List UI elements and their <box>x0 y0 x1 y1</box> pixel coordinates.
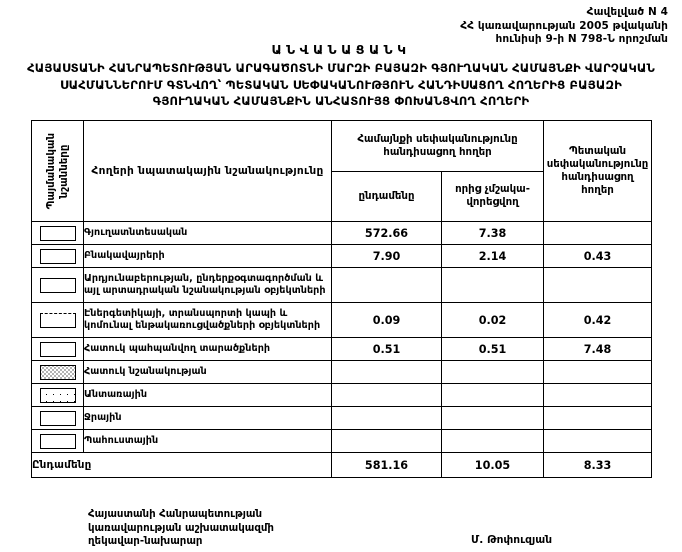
decision-line-1: ՀՀ կառավարության 2005 թվականի <box>460 19 668 32</box>
subtitle-line-2: ՍԱՀՄԱՆՆԵՐՈՒՄ ԳՏՆՎՈՂ՝ ՊԵՏԱԿԱՆ ՍԵՓԱԿԱՆՈՒԹՅ… <box>60 77 622 92</box>
table-row: Գյուղատնտեսական 572.66 7.38 <box>31 221 652 245</box>
column-header-community-total: ընդամենը <box>331 170 442 222</box>
total-community-unused: 10.05 <box>441 452 544 478</box>
row-community-unused-cell <box>441 360 544 384</box>
row-name-cell: Էներգետիկայի, տրանսպորտի կապի և կոմունալ… <box>83 302 332 338</box>
table-footer: Ընդամենը 581.16 10.05 8.33 <box>31 452 652 478</box>
row-name-cell: Հատուկ պահպանվող տարածքների <box>83 337 332 361</box>
row-community-unused-cell: 0.02 <box>441 302 544 338</box>
row-name-cell: Պահուստային <box>83 429 332 453</box>
legend-symbol-cell <box>31 244 84 268</box>
row-community-unused-cell: 2.14 <box>441 244 544 268</box>
annex-number: Հավելված N 4 <box>586 6 668 18</box>
legend-symbol-cell <box>31 429 84 453</box>
signature-block: Հայաստանի Հանրապետության կառավարության ա… <box>88 508 648 549</box>
signatory-name: Մ. Թոփուզյան <box>471 534 552 546</box>
row-community-unused-cell: 7.38 <box>441 221 544 245</box>
legend-symbol-cell <box>31 406 84 430</box>
row-name-cell: Հատուկ նշանակության <box>83 360 332 384</box>
total-state: 8.33 <box>543 452 652 478</box>
column-header-community-group: Համայնքի սեփականությունը հանդիսացող հողե… <box>331 120 544 172</box>
row-state-cell: 7.48 <box>543 337 652 361</box>
legend-swatch-icon <box>39 248 76 264</box>
table-body: Գյուղատնտեսական 572.66 7.38 Բնակավայրերի 7.9… <box>31 221 652 453</box>
subtitle-line-1: ՀԱՅԱՍՏԱՆԻ ՀԱՆՐԱՊԵՏՈՒԹՅԱՆ ԱՐԱԳԱԾՈՏՆԻ ՄԱՐԶ… <box>27 61 655 75</box>
table-row: Ջրային <box>31 406 652 430</box>
column-header-community-unused: որից չմշակա- վորեցվող <box>441 170 544 222</box>
row-community-unused-cell <box>441 406 544 430</box>
legend-symbol-cell <box>31 267 84 303</box>
table-header-row-1: Պայմանական նշանները Հողերի նպատակային նշ… <box>31 120 652 222</box>
row-state-cell <box>543 221 652 245</box>
row-community-total-cell: 0.09 <box>331 302 442 338</box>
legend-swatch-icon <box>39 364 76 380</box>
legend-swatch-icon <box>39 387 76 403</box>
legend-symbol-cell <box>31 302 84 338</box>
land-allocation-table: Պայմանական նշանները Հողերի նպատակային նշ… <box>31 120 652 478</box>
table-header-row-2: ընդամենը որից չմշակա- վորեցվող <box>32 170 652 222</box>
row-community-total-cell: 0.51 <box>331 337 442 361</box>
row-name-cell: Անտառային <box>83 383 332 407</box>
signatory-office: Հայաստանի Հանրապետության կառավարության ա… <box>88 508 274 549</box>
column-header-symbols-label: Պայմանական նշանները <box>45 132 70 210</box>
table-header: Պայմանական նշանները Հողերի նպատակային նշ… <box>31 120 652 222</box>
row-state-cell <box>543 383 652 407</box>
page-title: ԱՆՎԱՆԱՑԱՆԿ <box>271 42 411 57</box>
subtitle-line-3: ԳՅՈՒՂԱԿԱՆ ՀԱՄԱՅՆՔԻՆ ԱՆՀԱՏՈՒՅՑ ՓՈԽԱՆՑՎՈՂ … <box>152 94 530 108</box>
legend-swatch-icon <box>39 312 76 328</box>
legend-swatch-icon <box>39 341 76 357</box>
legend-symbol-cell <box>31 383 84 407</box>
row-state-cell <box>543 360 652 384</box>
legend-swatch-icon <box>39 410 76 426</box>
column-header-state: Պետական սեփականությունը հանդիսացող հողեր <box>543 120 652 222</box>
table-row: Պահուստային <box>31 429 652 453</box>
row-state-cell: 0.42 <box>543 302 652 338</box>
table-row: Բնակավայրերի 7.90 2.14 0.43 <box>31 244 652 268</box>
legend-swatch-icon <box>39 225 76 241</box>
decision-line-2: հունիսի 9-ի N 798-Ն որոշման <box>495 33 668 45</box>
legend-swatch-icon <box>39 277 76 293</box>
column-header-symbols: Պայմանական նշանները <box>31 120 84 222</box>
total-label: Ընդամենը <box>31 452 332 478</box>
row-community-unused-cell <box>441 267 544 303</box>
row-name-cell: Արդյունաբերության, ընդերքօգտագործման և ա… <box>83 267 332 303</box>
legend-symbol-cell <box>31 221 84 245</box>
table-total-row: Ընդամենը 581.16 10.05 8.33 <box>31 452 652 478</box>
legend-symbol-cell <box>31 360 84 384</box>
row-community-total-cell: 572.66 <box>331 221 442 245</box>
row-community-total-cell <box>331 383 442 407</box>
row-community-unused-cell: 0.51 <box>441 337 544 361</box>
table-row: Հատուկ պահպանվող տարածքների 0.51 0.51 7.48 <box>31 337 652 361</box>
office-line-3: ղեկավար-նախարար <box>88 536 203 547</box>
row-name-cell: Գյուղատնտեսական <box>83 221 332 245</box>
land-allocation-table-wrapper: Պայմանական նշանները Հողերի նպատակային նշ… <box>31 120 652 478</box>
row-state-cell <box>543 429 652 453</box>
table-row: Հատուկ նշանակության <box>31 360 652 384</box>
row-state-cell <box>543 267 652 303</box>
document-reference: Հավելված N 4 ՀՀ կառավարության 2005 թվակա… <box>460 6 668 47</box>
row-name-cell: Բնակավայրերի <box>83 244 332 268</box>
table-row: Արդյունաբերության, ընդերքօգտագործման և ա… <box>31 267 652 303</box>
document-subtitle: ՀԱՅԱՍՏԱՆԻ ՀԱՆՐԱՊԵՏՈՒԹՅԱՆ ԱՐԱԳԱԾՈՏՆԻ ՄԱՐԶ… <box>0 58 682 110</box>
document-title-block: ԱՆՎԱՆԱՑԱՆԿ ՀԱՅԱՍՏԱՆԻ ՀԱՆՐԱՊԵՏՈՒԹՅԱՆ ԱՐԱԳ… <box>0 42 682 110</box>
row-community-unused-cell <box>441 429 544 453</box>
column-header-purpose: Հողերի նպատակային նշանակությունը <box>83 120 332 222</box>
row-state-cell: 0.43 <box>543 244 652 268</box>
total-community-total: 581.16 <box>331 452 442 478</box>
row-community-total-cell <box>331 360 442 384</box>
table-row: Անտառային <box>31 383 652 407</box>
legend-swatch-icon <box>39 433 76 449</box>
row-community-total-cell <box>331 406 442 430</box>
row-name-cell: Ջրային <box>83 406 332 430</box>
row-community-unused-cell <box>441 383 544 407</box>
row-community-total-cell: 7.90 <box>331 244 442 268</box>
table-row: Էներգետիկայի, տրանսպորտի կապի և կոմունալ… <box>31 302 652 338</box>
row-community-total-cell <box>331 429 442 453</box>
row-community-total-cell <box>331 267 442 303</box>
office-line-2: կառավարության աշխատակազմի <box>88 522 274 534</box>
office-line-1: Հայաստանի Հանրապետության <box>88 509 262 520</box>
row-state-cell <box>543 406 652 430</box>
legend-symbol-cell <box>31 337 84 361</box>
